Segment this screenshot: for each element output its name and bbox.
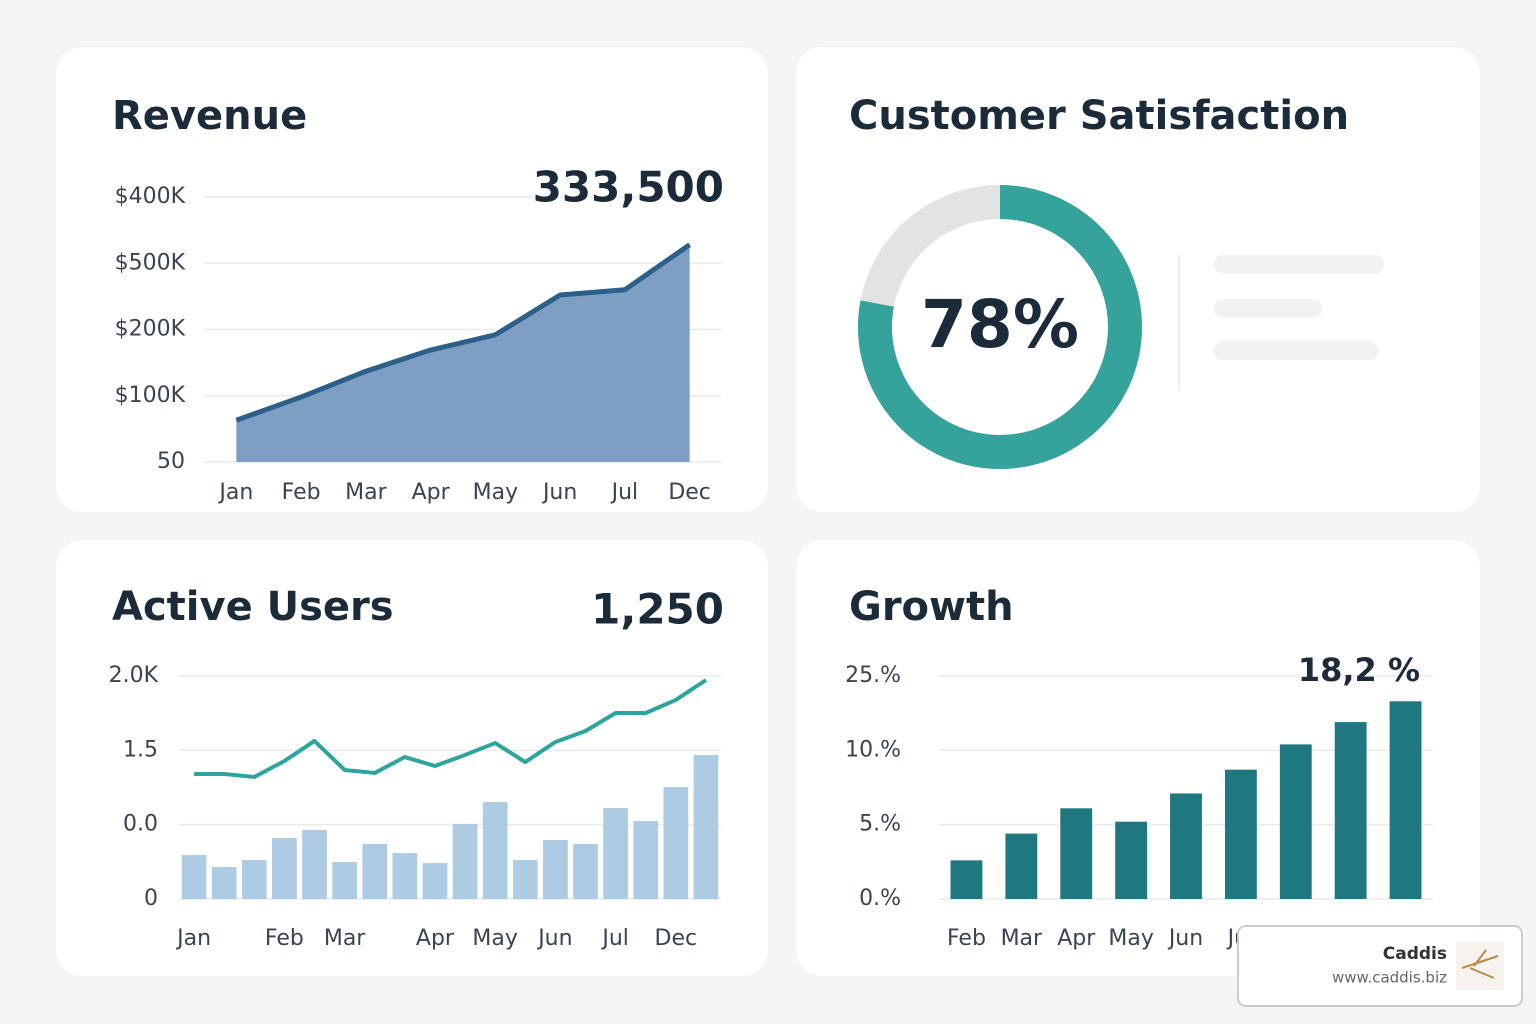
y-tick-label: 1.5 — [123, 737, 158, 762]
bar — [482, 802, 508, 899]
bar — [1170, 793, 1202, 899]
y-tick-label: $200K — [115, 317, 186, 342]
bar — [603, 808, 628, 899]
y-tick-label: 10.% — [845, 737, 901, 762]
bar — [452, 823, 478, 899]
placeholder — [1214, 299, 1322, 318]
bar — [633, 820, 659, 899]
badge-name: Caddis — [1383, 944, 1447, 964]
y-tick-label: 0 — [144, 886, 158, 911]
plots: 50 $100K $200K $500K $400K Jan Feb Mar Apr May Jun… — [109, 163, 1433, 951]
x-tick-label: May — [473, 480, 518, 505]
badge-icon — [1456, 942, 1504, 990]
bar — [241, 860, 267, 899]
chart-title: Customer Satisfaction — [849, 93, 1349, 139]
x-tick-label: Feb — [282, 480, 321, 505]
bar — [1005, 833, 1038, 899]
x-tick-label: Feb — [265, 926, 304, 951]
annotation: 1,250 — [591, 585, 724, 634]
bar — [1334, 722, 1367, 899]
x-tick-label: Dec — [655, 926, 698, 951]
x-tick-label: Apr — [416, 926, 455, 951]
area-line — [235, 242, 692, 423]
x-tick-label: Apr — [1057, 926, 1096, 951]
chart-title: Growth — [849, 584, 1014, 630]
x-tick-label: Apr — [412, 480, 451, 505]
chart-title: Revenue — [112, 93, 307, 139]
y-tick-label: 2.0K — [109, 663, 159, 688]
area — [236, 244, 690, 462]
x-tick-label: Jun — [1167, 926, 1203, 951]
bar — [362, 843, 388, 899]
bar — [1115, 821, 1148, 899]
y-tick-label: 5.% — [859, 812, 901, 837]
x-tick-label: Mar — [324, 926, 366, 951]
value-label: 78% — [921, 286, 1079, 363]
y-tick-label: $100K — [115, 383, 186, 408]
badge-icon — [1461, 949, 1499, 979]
bar — [272, 838, 297, 899]
badge: Caddis www.caddis.biz — [1237, 925, 1523, 1007]
x-tick-label: Jun — [541, 480, 577, 505]
placeholder — [1214, 341, 1378, 360]
bar — [693, 755, 719, 899]
bar — [392, 853, 418, 899]
bar — [1279, 744, 1312, 899]
x-tick-label: Jul — [600, 926, 629, 951]
bar — [211, 867, 237, 899]
bar — [663, 787, 689, 899]
y-tick-label: $500K — [115, 250, 186, 275]
bar — [1060, 808, 1093, 899]
x-tick-label: Dec — [668, 480, 711, 505]
annotation: 333,500 — [533, 163, 724, 212]
chart-title: Active Users — [112, 584, 394, 630]
card — [796, 47, 1480, 512]
x-tick-label: Jan — [217, 480, 253, 505]
bar — [573, 843, 598, 899]
bar — [1224, 769, 1257, 899]
y-tick-label: 0.0 — [123, 812, 158, 837]
placeholder — [1214, 255, 1384, 274]
bar — [950, 860, 983, 899]
badge-url: www.caddis.biz — [1332, 969, 1447, 987]
line — [194, 678, 708, 779]
x-tick-label: May — [472, 926, 517, 951]
bar — [543, 839, 568, 899]
x-tick-label: Mar — [1001, 926, 1043, 951]
annotation: 18,2 % — [1298, 651, 1420, 689]
badge-box — [1237, 925, 1523, 1007]
bar — [422, 863, 448, 899]
x-tick-label: Jun — [536, 926, 572, 951]
x-tick-label: Jan — [175, 926, 211, 951]
x-tick-label: Mar — [345, 480, 387, 505]
y-tick-label: $400K — [115, 184, 186, 209]
bar — [181, 854, 207, 899]
x-tick-label: Feb — [947, 926, 986, 951]
y-tick-label: 50 — [157, 449, 185, 474]
x-tick-label: Jul — [610, 480, 639, 505]
bar — [512, 860, 538, 899]
y-tick-label: 25.% — [845, 663, 901, 688]
donut-slice — [858, 185, 1142, 469]
y-tick-label: 0.% — [859, 886, 901, 911]
bar — [332, 861, 357, 899]
bar — [302, 830, 327, 899]
bar — [1389, 701, 1422, 899]
x-tick-label: May — [1108, 926, 1153, 951]
